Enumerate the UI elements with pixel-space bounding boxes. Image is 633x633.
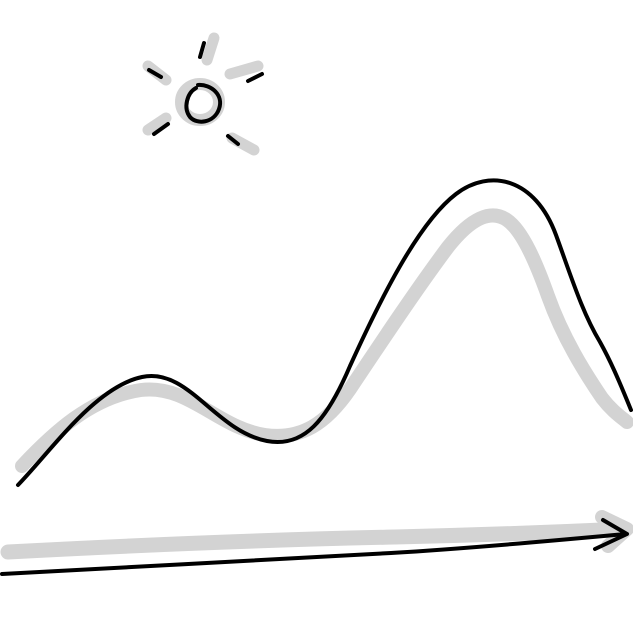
sun-ray-bottom-left: [152, 122, 170, 136]
sun-shadow-ray-right: [224, 60, 264, 80]
sun-ray-left: [147, 68, 163, 79]
sun-shadow-ray-bottom-left: [142, 112, 172, 136]
sun-core: [184, 82, 223, 124]
hills-shadow-line: [15, 208, 633, 473]
hills-line: [16, 178, 633, 487]
arrow-shadow-shaft: [0, 521, 633, 560]
sun-shadow-ray-top: [201, 32, 220, 66]
arrow-right-icon: [0, 510, 633, 576]
arrow-shaft: [0, 532, 628, 576]
sun-icon: [142, 32, 264, 156]
arrow-head: [593, 518, 629, 551]
sun-ray-bottom-right: [226, 134, 240, 146]
sun-ray-right: [246, 72, 264, 83]
mountain-hills-icon: [15, 178, 633, 487]
sun-ray-top: [198, 41, 206, 59]
